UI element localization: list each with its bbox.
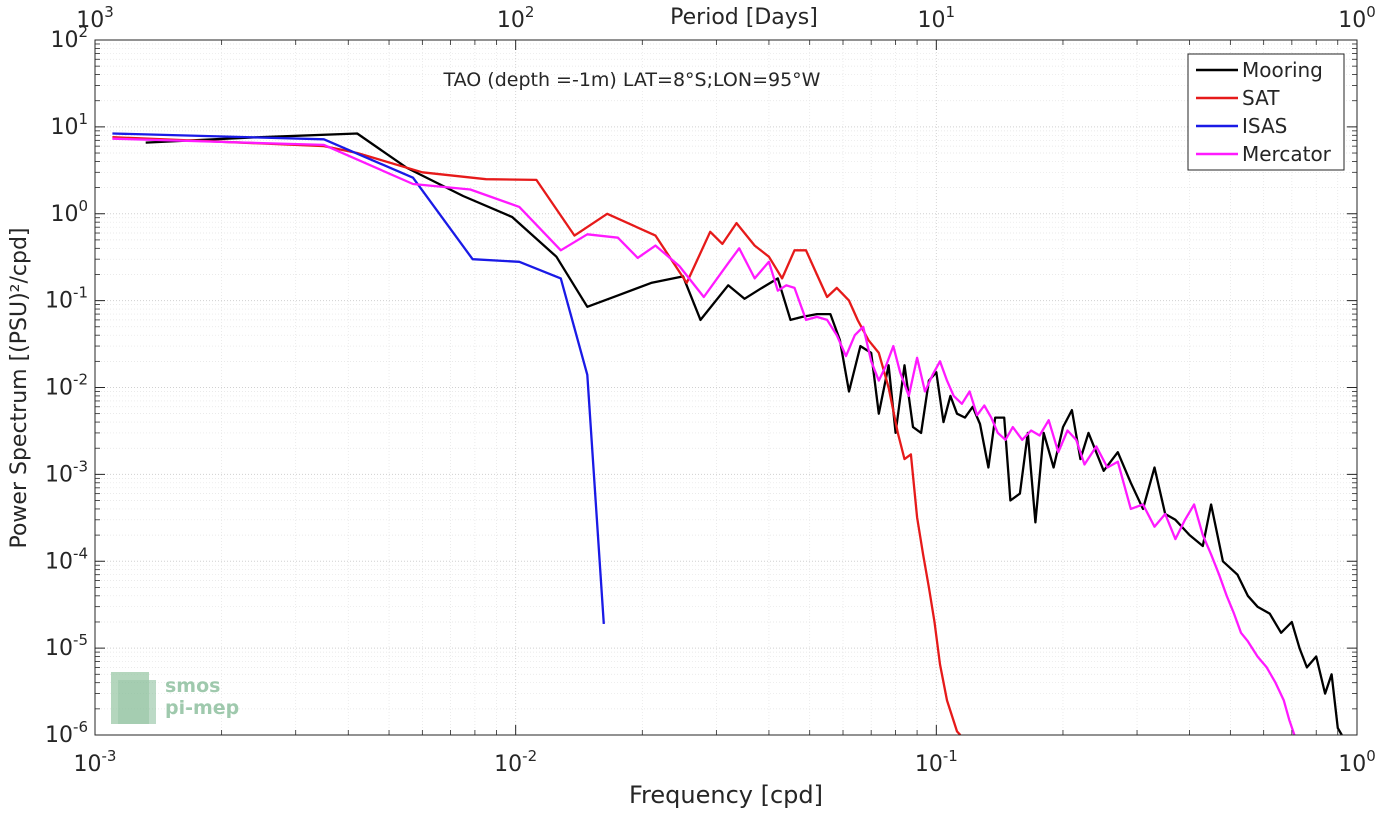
y-tick-label: 10-5 [45, 631, 88, 661]
minor-grid [95, 40, 1357, 735]
y-tick-label: 10-4 [45, 544, 88, 574]
series-line-mooring [145, 132, 1343, 736]
legend: Mooring SAT ISAS Mercator [1187, 53, 1345, 171]
series-layer [112, 132, 1343, 736]
legend-box [1187, 53, 1345, 171]
series-line-sat [112, 136, 962, 736]
y-tick-label: 102 [50, 23, 88, 53]
tick-marks [94, 39, 1358, 736]
logo-text-smos: smos [165, 675, 220, 697]
logo-text-pi-mep: pi-mep [165, 697, 239, 719]
x-tick-label: 10-3 [74, 747, 117, 777]
y-tick-label: 10-6 [45, 718, 88, 748]
top-tick-label: 103 [76, 3, 114, 33]
y-tick-label: 10-3 [45, 457, 88, 487]
x-tick-label: 100 [1338, 747, 1376, 777]
y-tick-label: 10-2 [45, 371, 88, 401]
y-axis-label: Power Spectrum [(PSU)²/cpd] [7, 227, 32, 548]
series-line-isas [112, 132, 605, 624]
legend-label-isas: ISAS [1242, 114, 1287, 138]
y-tick-label: 100 [50, 197, 88, 227]
top-axis-label: Period [Days] [670, 5, 818, 30]
x-tick-label: 10-2 [494, 747, 537, 777]
y-tick-label: 10-1 [45, 284, 88, 314]
chart-title: TAO (depth =-1m) LAT=8°S;LON=95°W [443, 69, 821, 91]
top-tick-label: 101 [918, 3, 956, 33]
legend-label-mooring: Mooring [1242, 58, 1323, 82]
top-tick-label: 100 [1338, 3, 1376, 33]
series-line-mercator [112, 137, 1296, 736]
legend-label-mercator: Mercator [1242, 142, 1332, 166]
x-axis-label: Frequency [cpd] [629, 781, 823, 809]
smos-pi-mep-logo: smos pi-mep [111, 672, 239, 724]
y-tick-label: 101 [50, 110, 88, 140]
x-tick-label: 10-1 [915, 747, 958, 777]
legend-label-sat: SAT [1242, 86, 1280, 110]
top-tick-label: 102 [497, 3, 535, 33]
